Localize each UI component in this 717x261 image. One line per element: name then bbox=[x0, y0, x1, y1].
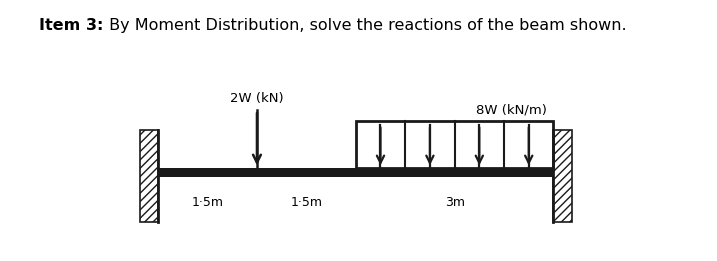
Text: By Moment Distribution, solve the reactions of the beam shown.: By Moment Distribution, solve the reacti… bbox=[104, 18, 627, 33]
Text: 1·5m: 1·5m bbox=[191, 196, 224, 209]
Bar bbox=[554, 130, 572, 222]
Bar bbox=[356, 121, 554, 168]
Text: 1·5m: 1·5m bbox=[290, 196, 323, 209]
Text: 8W (kN/m): 8W (kN/m) bbox=[476, 103, 547, 116]
Text: 3m: 3m bbox=[445, 196, 465, 209]
Bar bbox=[158, 168, 554, 177]
Text: Item 3:: Item 3: bbox=[39, 18, 104, 33]
Text: 2W (kN): 2W (kN) bbox=[230, 92, 284, 105]
Bar bbox=[140, 130, 158, 222]
